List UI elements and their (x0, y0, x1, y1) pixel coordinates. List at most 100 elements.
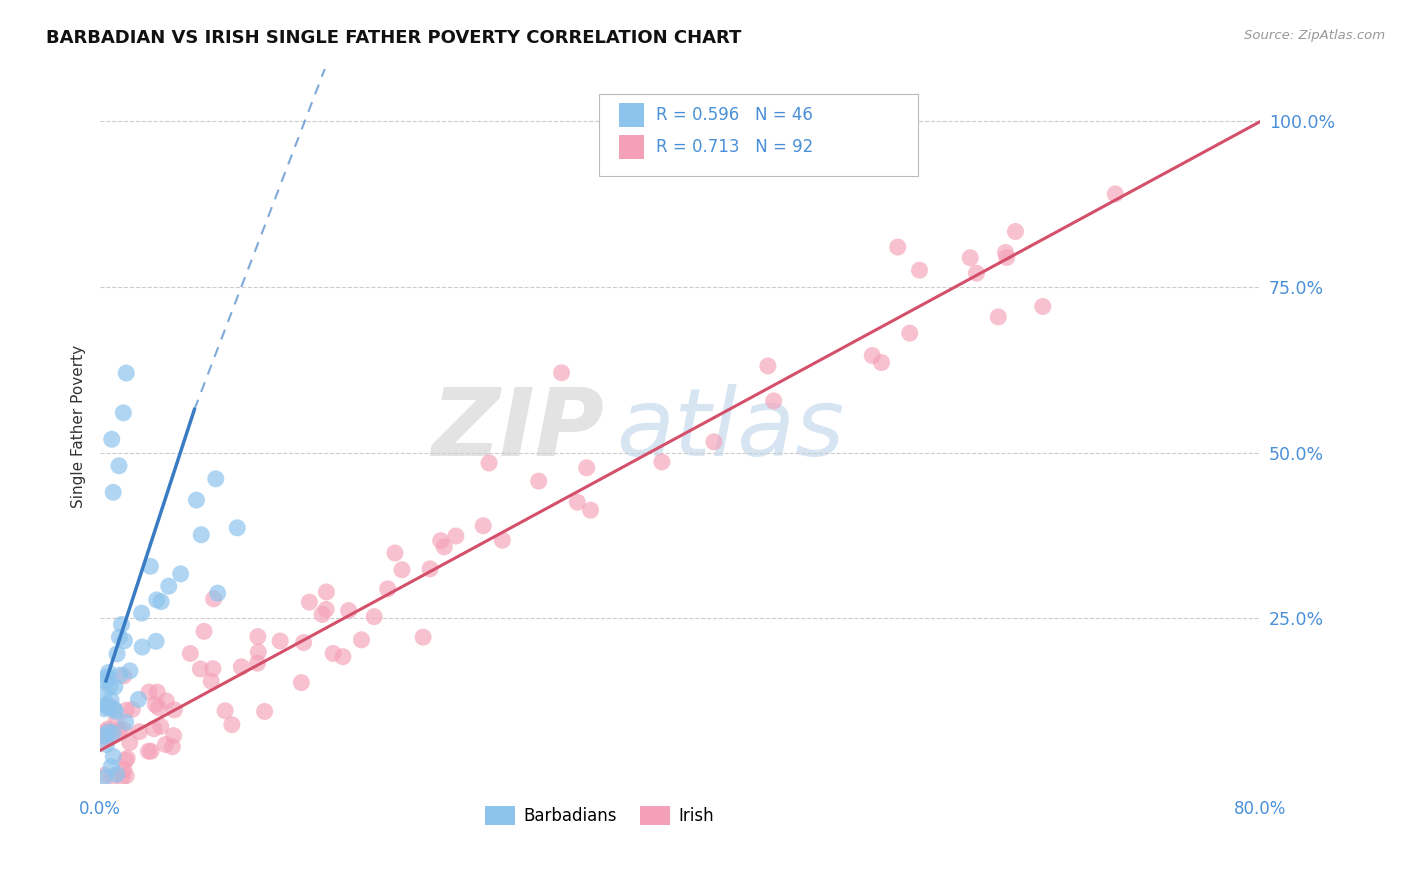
Point (898, 326, 921, 340)
Point (995, 251, 1018, 265)
Point (127, 692, 149, 706)
Point (121, 702, 143, 716)
Point (104, 704, 127, 718)
Point (214, 704, 236, 718)
Point (101, 726, 124, 740)
Point (290, 675, 312, 690)
Point (111, 770, 134, 784)
Point (149, 719, 172, 733)
Point (157, 579, 180, 593)
Point (96, 700, 118, 714)
Point (115, 751, 138, 765)
Point (762, 393, 785, 408)
Point (201, 662, 224, 676)
Point (93, 731, 115, 746)
Point (100, 432, 122, 446)
Point (231, 660, 253, 674)
Point (105, 647, 128, 661)
Point (703, 434, 725, 449)
Point (246, 630, 269, 644)
Point (391, 563, 413, 577)
Point (103, 749, 125, 764)
Point (94, 729, 117, 743)
Point (139, 559, 162, 574)
Point (139, 744, 162, 758)
Point (103, 702, 125, 716)
Point (966, 266, 988, 280)
Point (202, 591, 225, 606)
Y-axis label: Single Father Poverty: Single Father Poverty (72, 344, 86, 508)
Point (108, 668, 131, 682)
Point (478, 456, 501, 470)
Point (97, 665, 120, 680)
Point (384, 546, 406, 560)
Point (96, 674, 118, 689)
Point (491, 533, 513, 548)
Point (98, 730, 121, 744)
Point (115, 703, 138, 717)
Point (131, 640, 153, 654)
Point (96, 724, 118, 739)
Point (104, 680, 127, 694)
Text: ZIP: ZIP (432, 384, 605, 475)
Text: R = 0.596   N = 46: R = 0.596 N = 46 (655, 106, 813, 124)
Text: BARBADIAN VS IRISH SINGLE FATHER POVERTY CORRELATION CHART: BARBADIAN VS IRISH SINGLE FATHER POVERTY… (46, 29, 742, 46)
Point (292, 635, 315, 649)
Point (204, 472, 226, 486)
Point (433, 540, 456, 554)
Point (550, 366, 572, 380)
Point (247, 645, 270, 659)
Point (908, 263, 931, 277)
Point (128, 724, 150, 739)
Point (94, 770, 117, 784)
Point (142, 722, 165, 736)
Text: Barbadians: Barbadians (523, 806, 617, 825)
Text: Source: ZipAtlas.com: Source: ZipAtlas.com (1244, 29, 1385, 42)
Point (575, 460, 598, 475)
Bar (485, 806, 516, 825)
Text: atlas: atlas (616, 384, 845, 475)
Point (350, 632, 373, 647)
Point (112, 669, 135, 683)
Point (860, 349, 883, 363)
Point (131, 606, 153, 620)
Point (100, 693, 122, 707)
Point (98, 699, 121, 714)
Point (579, 503, 602, 517)
Point (1032, 300, 1054, 314)
Point (162, 729, 184, 743)
Point (97, 724, 120, 739)
Point (138, 685, 160, 699)
Point (298, 595, 321, 609)
Point (115, 366, 138, 380)
Point (146, 685, 169, 699)
Point (188, 662, 211, 676)
Point (337, 604, 360, 618)
Point (190, 528, 212, 542)
Point (756, 359, 779, 373)
Point (987, 310, 1010, 324)
Point (163, 703, 186, 717)
Point (207, 586, 229, 600)
Point (108, 723, 131, 738)
Point (887, 240, 910, 254)
Point (96, 698, 118, 712)
Point (193, 624, 215, 639)
Point (162, 739, 184, 754)
Point (150, 594, 173, 608)
Bar (619, 103, 644, 128)
Point (155, 694, 177, 708)
Point (994, 245, 1017, 260)
FancyBboxPatch shape (599, 94, 918, 176)
Point (527, 474, 550, 488)
Point (1004, 225, 1026, 239)
Point (472, 518, 495, 533)
Point (145, 634, 167, 648)
Point (179, 647, 201, 661)
Point (315, 602, 337, 616)
Point (1104, 186, 1126, 201)
Point (143, 698, 166, 712)
Point (97, 722, 120, 736)
Point (311, 607, 333, 622)
Point (145, 593, 167, 607)
